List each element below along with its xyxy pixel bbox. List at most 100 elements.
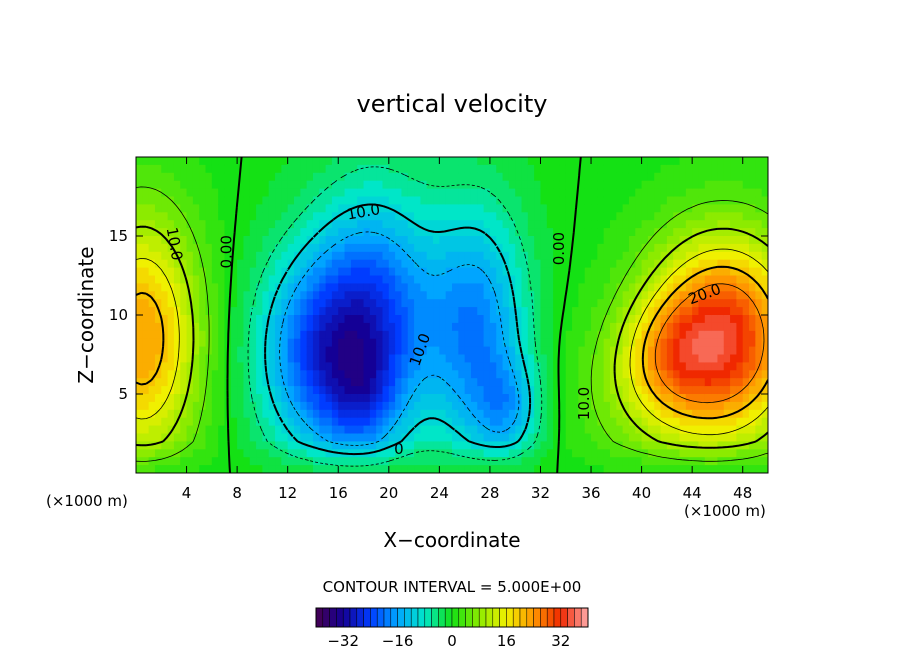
heat-cell: [249, 465, 257, 473]
heat-cell: [527, 212, 535, 221]
heat-cell: [281, 417, 289, 427]
heat-cell: [622, 267, 630, 277]
heat-cell: [616, 417, 624, 427]
heat-cell: [243, 291, 251, 300]
heat-cell: [616, 299, 624, 308]
heat-cell: [382, 275, 390, 284]
heat-cell: [205, 433, 213, 442]
heat-cell: [325, 354, 333, 363]
heat-cell: [464, 228, 472, 237]
heat-cell: [161, 267, 169, 277]
heat-cell: [300, 330, 308, 340]
heat-cell: [496, 267, 504, 277]
heat-cell: [281, 465, 289, 473]
heat-cell: [502, 354, 510, 363]
heat-cell: [540, 291, 548, 300]
heat-cell: [388, 394, 396, 403]
heat-cell: [692, 315, 700, 324]
heat-cell: [553, 180, 561, 190]
heat-cell: [527, 401, 535, 411]
heat-cell: [173, 267, 181, 277]
heat-cell: [622, 362, 630, 371]
heat-cell: [622, 220, 630, 229]
heat-cell: [388, 157, 396, 166]
heat-cell: [635, 465, 643, 473]
heat-cell: [723, 322, 731, 332]
heat-cell: [641, 291, 649, 300]
heat-cell: [496, 299, 504, 308]
heat-cell: [331, 330, 339, 340]
heat-cell: [755, 243, 763, 253]
heat-cell: [527, 164, 535, 174]
heat-cell: [704, 188, 712, 198]
heat-cell: [275, 196, 282, 205]
heat-cell: [312, 291, 320, 300]
heat-cell: [407, 394, 415, 403]
heat-cell: [237, 401, 245, 411]
heat-cell: [603, 338, 611, 348]
heat-cell: [199, 362, 207, 371]
heat-cell: [477, 362, 485, 371]
heat-cell: [489, 354, 497, 363]
heat-cell: [161, 204, 169, 213]
heat-cell: [376, 307, 384, 316]
heat-cell: [755, 275, 763, 284]
heat-cell: [711, 180, 719, 190]
heat-cell: [603, 267, 611, 277]
heat-cell: [704, 338, 712, 348]
heat-cell: [477, 204, 485, 213]
heat-cell: [685, 172, 693, 182]
heat-cell: [237, 433, 245, 442]
heat-cell: [521, 417, 529, 427]
heat-cell: [338, 370, 346, 379]
heat-cell: [584, 370, 592, 379]
heat-cell: [294, 299, 301, 308]
heat-cell: [325, 417, 333, 427]
heat-cell: [647, 259, 655, 269]
heat-cell: [205, 243, 213, 253]
heat-cell: [717, 401, 725, 411]
heat-cell: [369, 322, 377, 332]
heat-cell: [294, 362, 301, 371]
heat-cell: [439, 346, 447, 356]
heat-cell: [363, 338, 371, 348]
heat-cell: [578, 322, 586, 332]
heat-cell: [666, 220, 674, 229]
heat-cell: [679, 180, 687, 190]
heat-cell: [673, 354, 681, 363]
heat-cell: [578, 172, 586, 182]
heat-cell: [730, 370, 737, 379]
heat-cell: [584, 220, 592, 229]
heat-cell: [161, 433, 169, 442]
heat-cell: [161, 299, 169, 308]
heat-cell: [546, 307, 554, 316]
heat-cell: [666, 307, 674, 316]
heat-cell: [761, 243, 768, 253]
heat-cell: [622, 386, 630, 395]
heat-cell: [319, 394, 327, 403]
heat-cell: [489, 196, 497, 205]
heat-cell: [211, 425, 219, 435]
heat-cell: [704, 401, 712, 411]
heat-cell: [363, 322, 371, 332]
heat-cell: [287, 457, 295, 466]
heat-cell: [369, 307, 377, 316]
heat-cell: [395, 188, 403, 198]
heat-cell: [452, 180, 459, 190]
heat-cell: [376, 236, 384, 245]
heat-cell: [287, 157, 295, 166]
heat-cell: [218, 441, 226, 450]
heat-cell: [445, 338, 453, 348]
heat-cell: [414, 291, 421, 300]
heat-cell: [496, 164, 504, 174]
heat-cell: [407, 196, 415, 205]
heat-cell: [666, 457, 674, 466]
heat-cell: [382, 449, 390, 458]
heat-cell: [243, 196, 251, 205]
heat-cell: [534, 180, 542, 190]
heat-cell: [452, 228, 459, 237]
heat-cell: [136, 212, 143, 221]
heat-cell: [211, 386, 219, 395]
heat-cell: [414, 275, 421, 284]
heat-cell: [660, 220, 668, 229]
